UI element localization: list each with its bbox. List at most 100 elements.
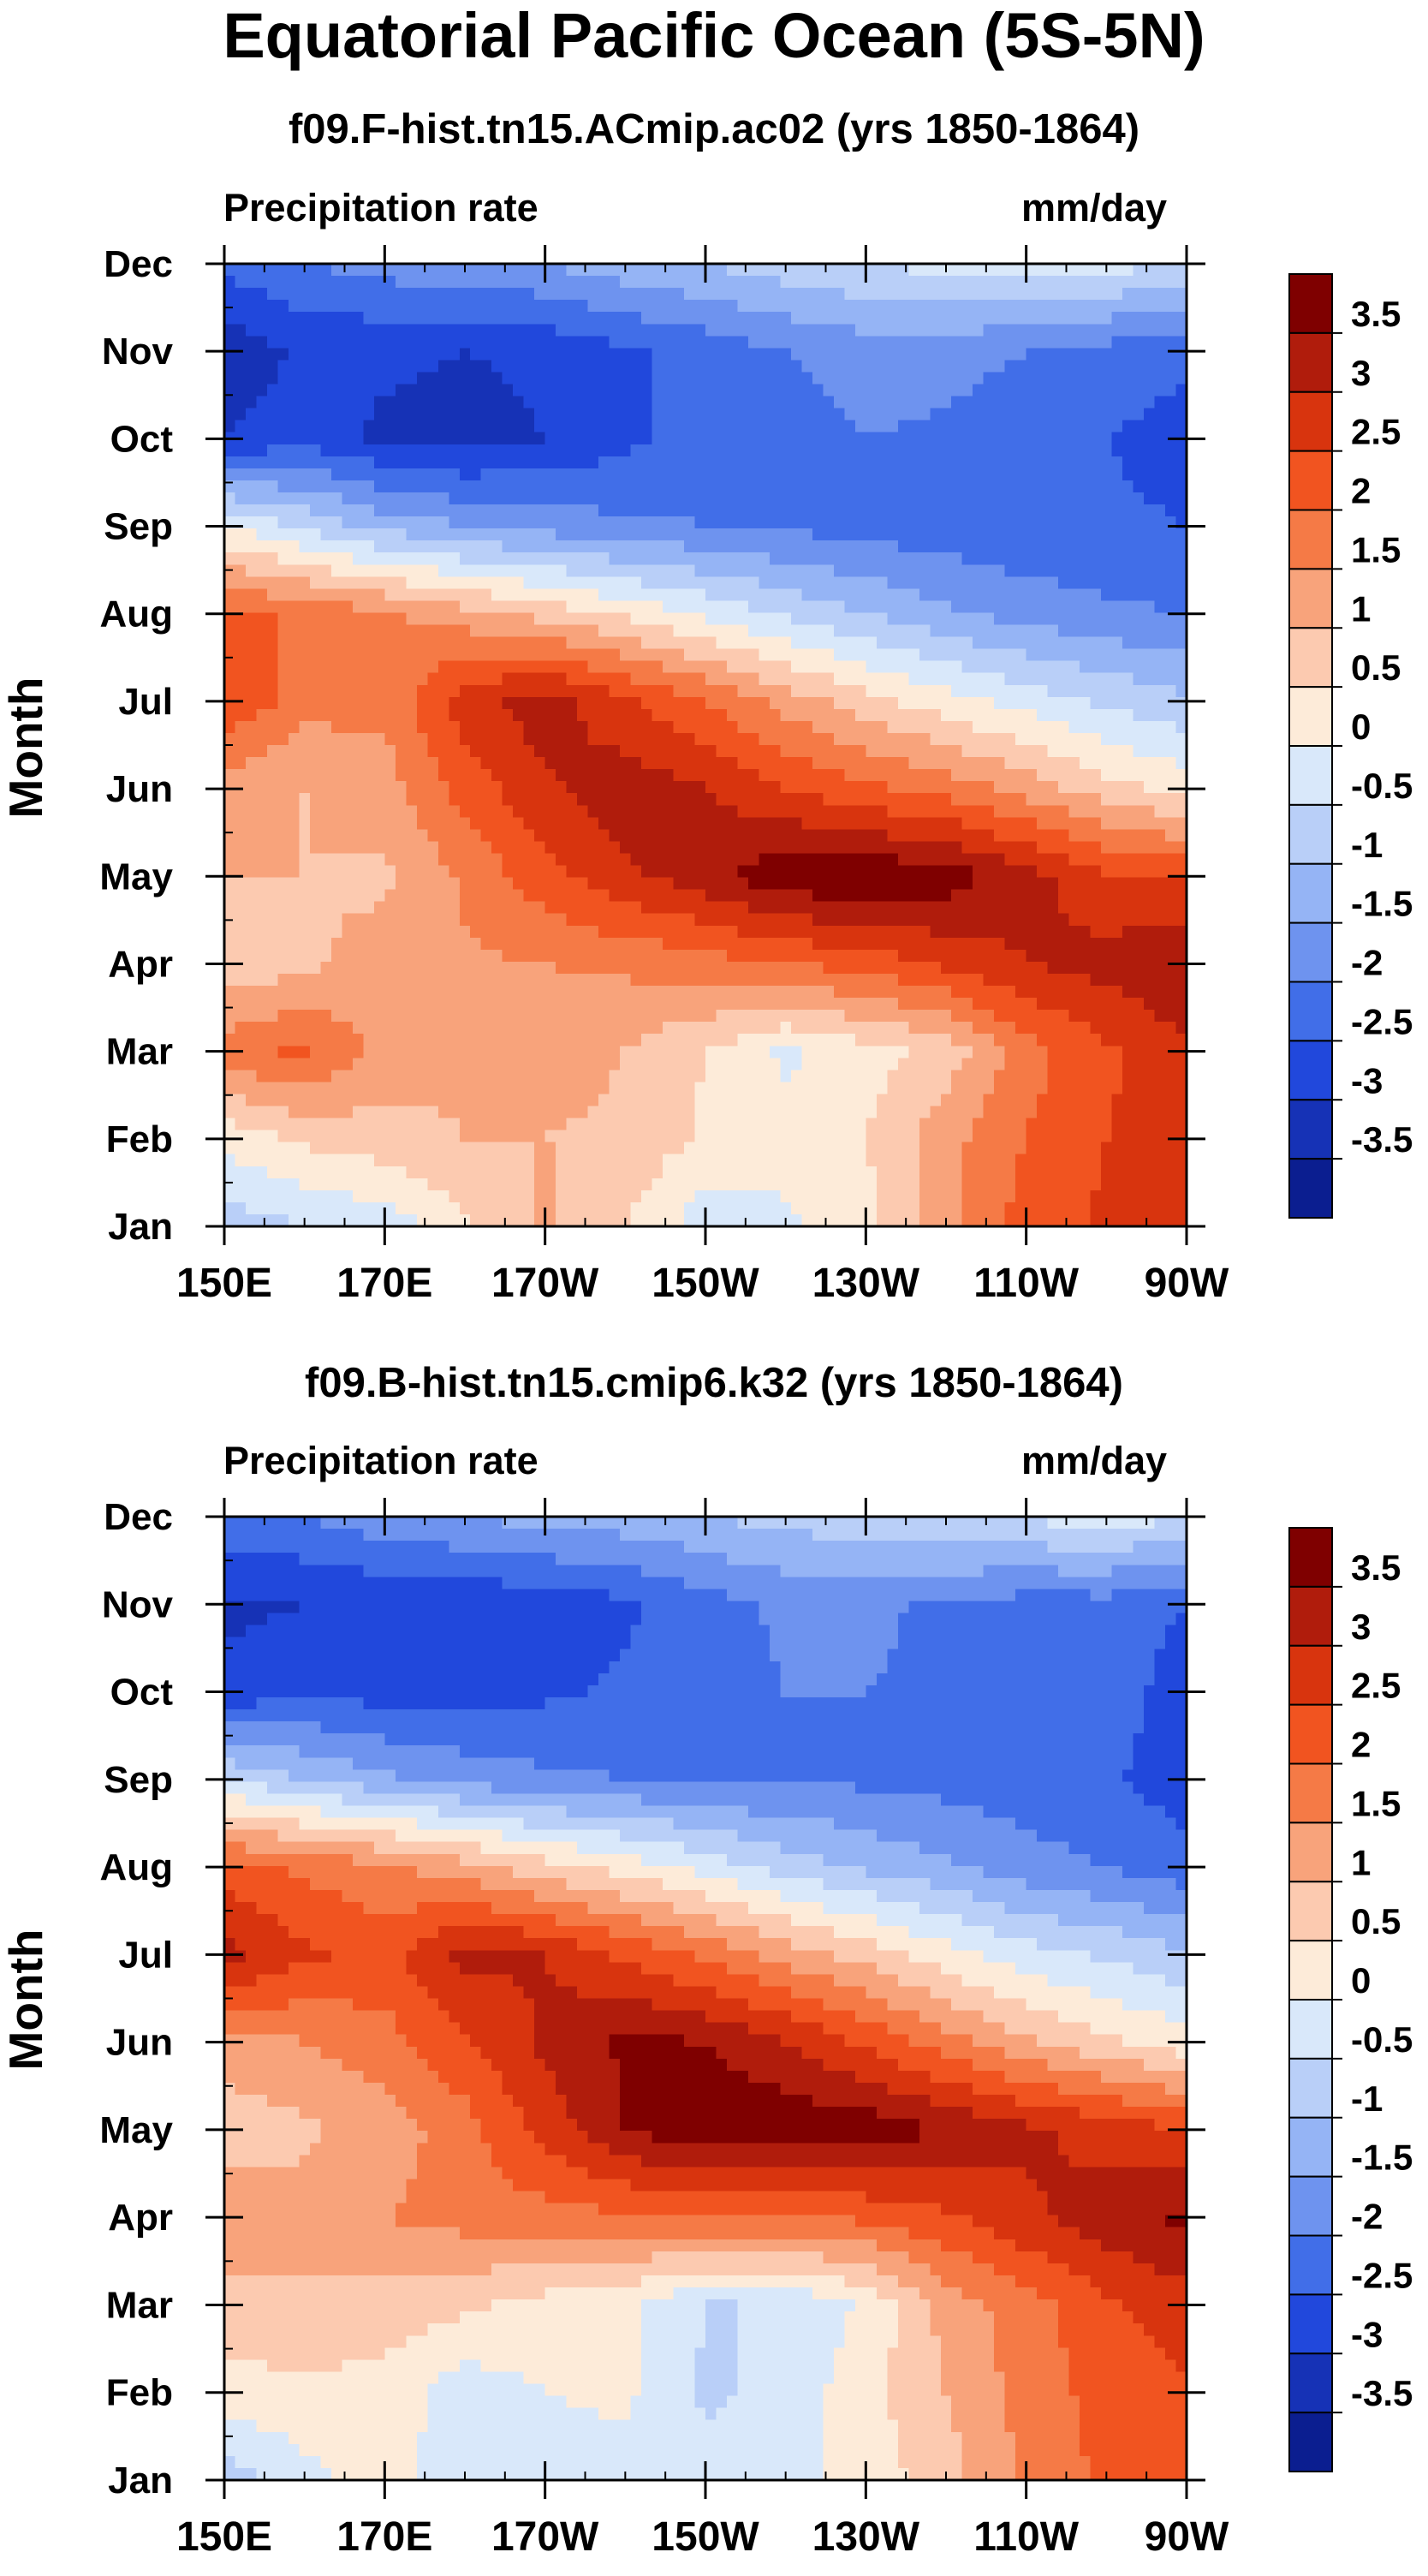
contour-cell <box>1101 757 1113 770</box>
contour-cell <box>1154 300 1166 313</box>
contour-cell <box>908 516 920 529</box>
contour-cell <box>427 276 439 289</box>
contour-cell <box>1080 348 1092 361</box>
contour-cell <box>908 624 920 638</box>
contour-cell <box>395 805 407 818</box>
contour-cell <box>716 576 728 589</box>
contour-cell <box>1144 396 1156 409</box>
contour-cell <box>641 444 653 457</box>
contour-cell <box>726 312 739 325</box>
contour-cell <box>277 781 289 794</box>
contour-cell <box>823 348 835 361</box>
contour-cell <box>342 432 354 445</box>
contour-cell <box>983 516 995 529</box>
contour-cell <box>299 769 311 782</box>
contour-cell <box>716 769 728 782</box>
contour-cell <box>556 720 568 734</box>
contour-cell <box>416 672 428 686</box>
contour-cell <box>491 865 503 879</box>
contour-cell <box>1068 805 1080 818</box>
contour-cell <box>1004 769 1016 782</box>
contour-cell <box>641 588 653 601</box>
contour-cell <box>320 805 332 818</box>
contour-cell <box>352 336 364 349</box>
contour-cell <box>1154 576 1166 589</box>
contour-cell <box>1080 684 1092 698</box>
contour-cell <box>790 552 802 565</box>
contour-cell <box>523 336 535 349</box>
contour-cell <box>1101 913 1113 927</box>
contour-cell <box>224 600 236 614</box>
contour-cell <box>1144 805 1156 818</box>
contour-cell <box>951 456 963 469</box>
contour-cell <box>523 793 535 806</box>
contour-cell <box>1026 516 1038 529</box>
contour-cell <box>277 636 289 650</box>
contour-cell <box>887 288 899 301</box>
contour-cell <box>406 757 418 770</box>
contour-cell <box>769 444 782 457</box>
contour-cell <box>256 348 268 361</box>
contour-cell <box>1111 576 1123 589</box>
contour-cell <box>320 456 332 469</box>
contour-cell <box>705 444 717 457</box>
contour-cell <box>630 384 642 397</box>
contour-cell <box>887 456 899 469</box>
contour-cell <box>780 612 792 626</box>
contour-cell <box>994 276 1006 289</box>
contour-cell <box>480 504 492 517</box>
contour-cell <box>854 684 866 698</box>
contour-cell <box>652 708 663 722</box>
contour-cell <box>363 408 375 421</box>
contour-cell <box>1175 684 1187 698</box>
contour-cell <box>876 841 888 855</box>
contour-cell <box>812 576 824 589</box>
contour-cell <box>1026 841 1038 855</box>
contour-cell <box>373 444 385 457</box>
contour-cell <box>523 660 535 674</box>
contour-cell <box>288 564 300 577</box>
contour-cell <box>716 276 728 289</box>
contour-cell <box>876 432 888 445</box>
contour-cell <box>1058 612 1070 626</box>
contour-cell <box>523 757 535 770</box>
contour-cell <box>352 624 364 638</box>
contour-cell <box>480 901 492 915</box>
contour-cell <box>556 901 568 915</box>
contour-cell <box>609 913 621 927</box>
contour-cell <box>266 324 279 337</box>
contour-cell <box>299 372 311 385</box>
contour-cell <box>556 781 568 794</box>
contour-cell <box>973 504 985 517</box>
contour-cell <box>523 456 535 469</box>
contour-cell <box>502 769 514 782</box>
contour-cell <box>759 913 771 927</box>
contour-cell <box>844 492 856 505</box>
contour-cell <box>759 264 771 277</box>
contour-cell <box>534 444 546 457</box>
contour-cell <box>245 408 258 421</box>
contour-cell <box>342 444 354 457</box>
contour-cell <box>1154 432 1166 445</box>
contour-cell <box>470 576 482 589</box>
contour-cell <box>1026 480 1038 493</box>
contour-cell <box>908 817 920 830</box>
contour-cell <box>961 805 973 818</box>
contour-cell <box>534 504 546 517</box>
contour-cell <box>1154 684 1166 698</box>
contour-cell <box>330 504 342 517</box>
contour-cell <box>780 684 792 698</box>
contour-cell <box>437 889 449 903</box>
contour-cell <box>747 708 760 722</box>
contour-cell <box>973 648 985 662</box>
contour-cell <box>395 841 407 855</box>
contour-cell <box>309 708 321 722</box>
contour-cell <box>1004 612 1016 626</box>
contour-cell <box>908 276 920 289</box>
contour-cell <box>812 492 824 505</box>
contour-cell <box>897 793 909 806</box>
contour-cell <box>470 564 482 577</box>
contour-cell <box>854 696 866 710</box>
contour-cell <box>266 348 279 361</box>
contour-cell <box>277 504 289 517</box>
